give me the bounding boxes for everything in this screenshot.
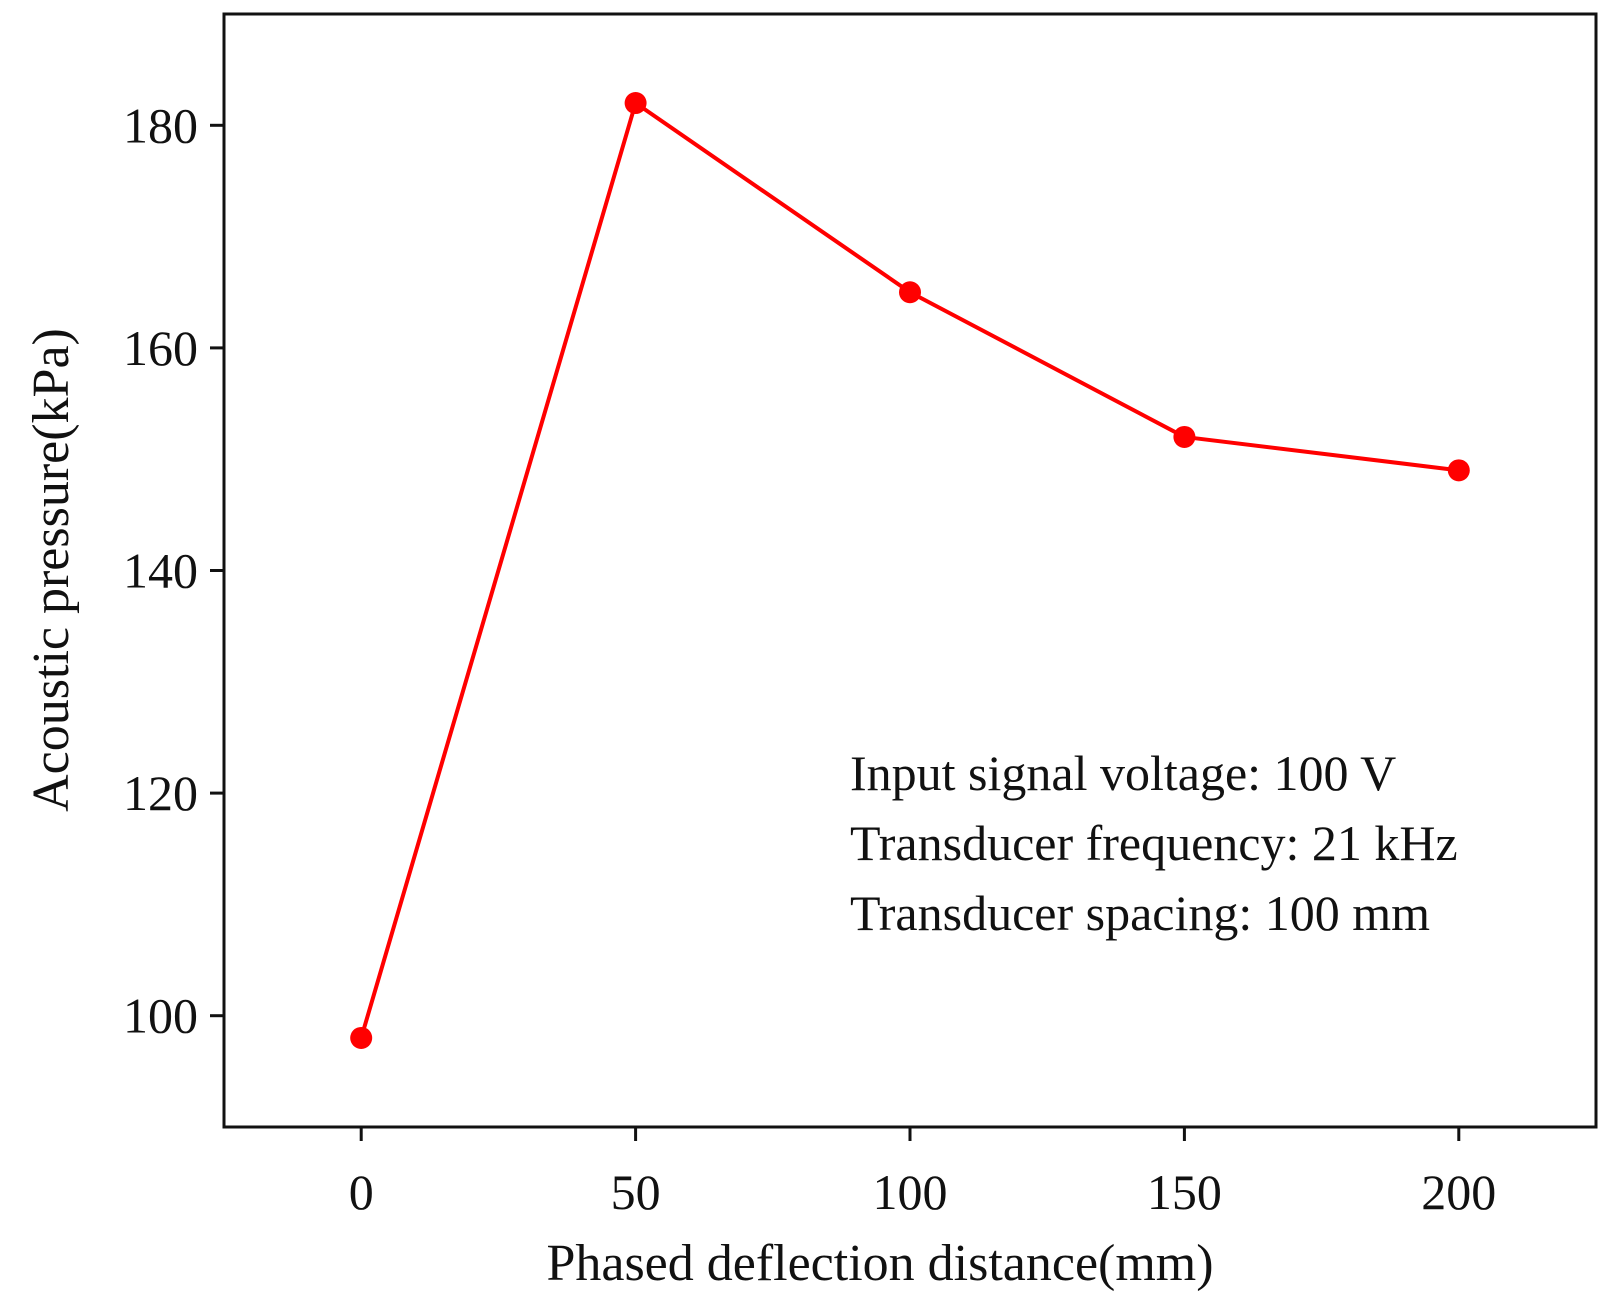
- annotation-voltage: Input signal voltage: 100 V: [850, 745, 1396, 801]
- y-tick-label: 160: [123, 320, 198, 376]
- x-tick-label: 0: [349, 1164, 374, 1220]
- plot-frame: [222, 12, 1598, 1129]
- y-tick-label: 120: [123, 765, 198, 821]
- x-tick-label: 100: [873, 1164, 948, 1220]
- y-tick-label: 180: [123, 97, 198, 153]
- x-tick-label: 150: [1147, 1164, 1222, 1220]
- data-point: [624, 92, 647, 115]
- annotation-spacing: Transducer spacing: 100 mm: [850, 885, 1430, 941]
- ticks-layer: 0 50 100 150 200 100 120 140 160 180: [123, 97, 1496, 1220]
- data-point: [899, 281, 921, 304]
- data-point: [1447, 459, 1470, 482]
- y-tick-label: 140: [123, 543, 198, 599]
- series-layer: [350, 92, 1470, 1049]
- data-point: [1173, 425, 1196, 448]
- x-axis-title: Phased deflection distance(mm): [546, 1235, 1213, 1292]
- data-point: [350, 1026, 373, 1049]
- x-tick-label: 50: [611, 1164, 661, 1220]
- y-axis-title: Acoustic pressure(kPa): [23, 328, 80, 812]
- y-tick-label: 100: [123, 988, 198, 1044]
- x-tick-label: 200: [1421, 1164, 1496, 1220]
- annotation-frequency: Transducer frequency: 21 kHz: [850, 815, 1458, 871]
